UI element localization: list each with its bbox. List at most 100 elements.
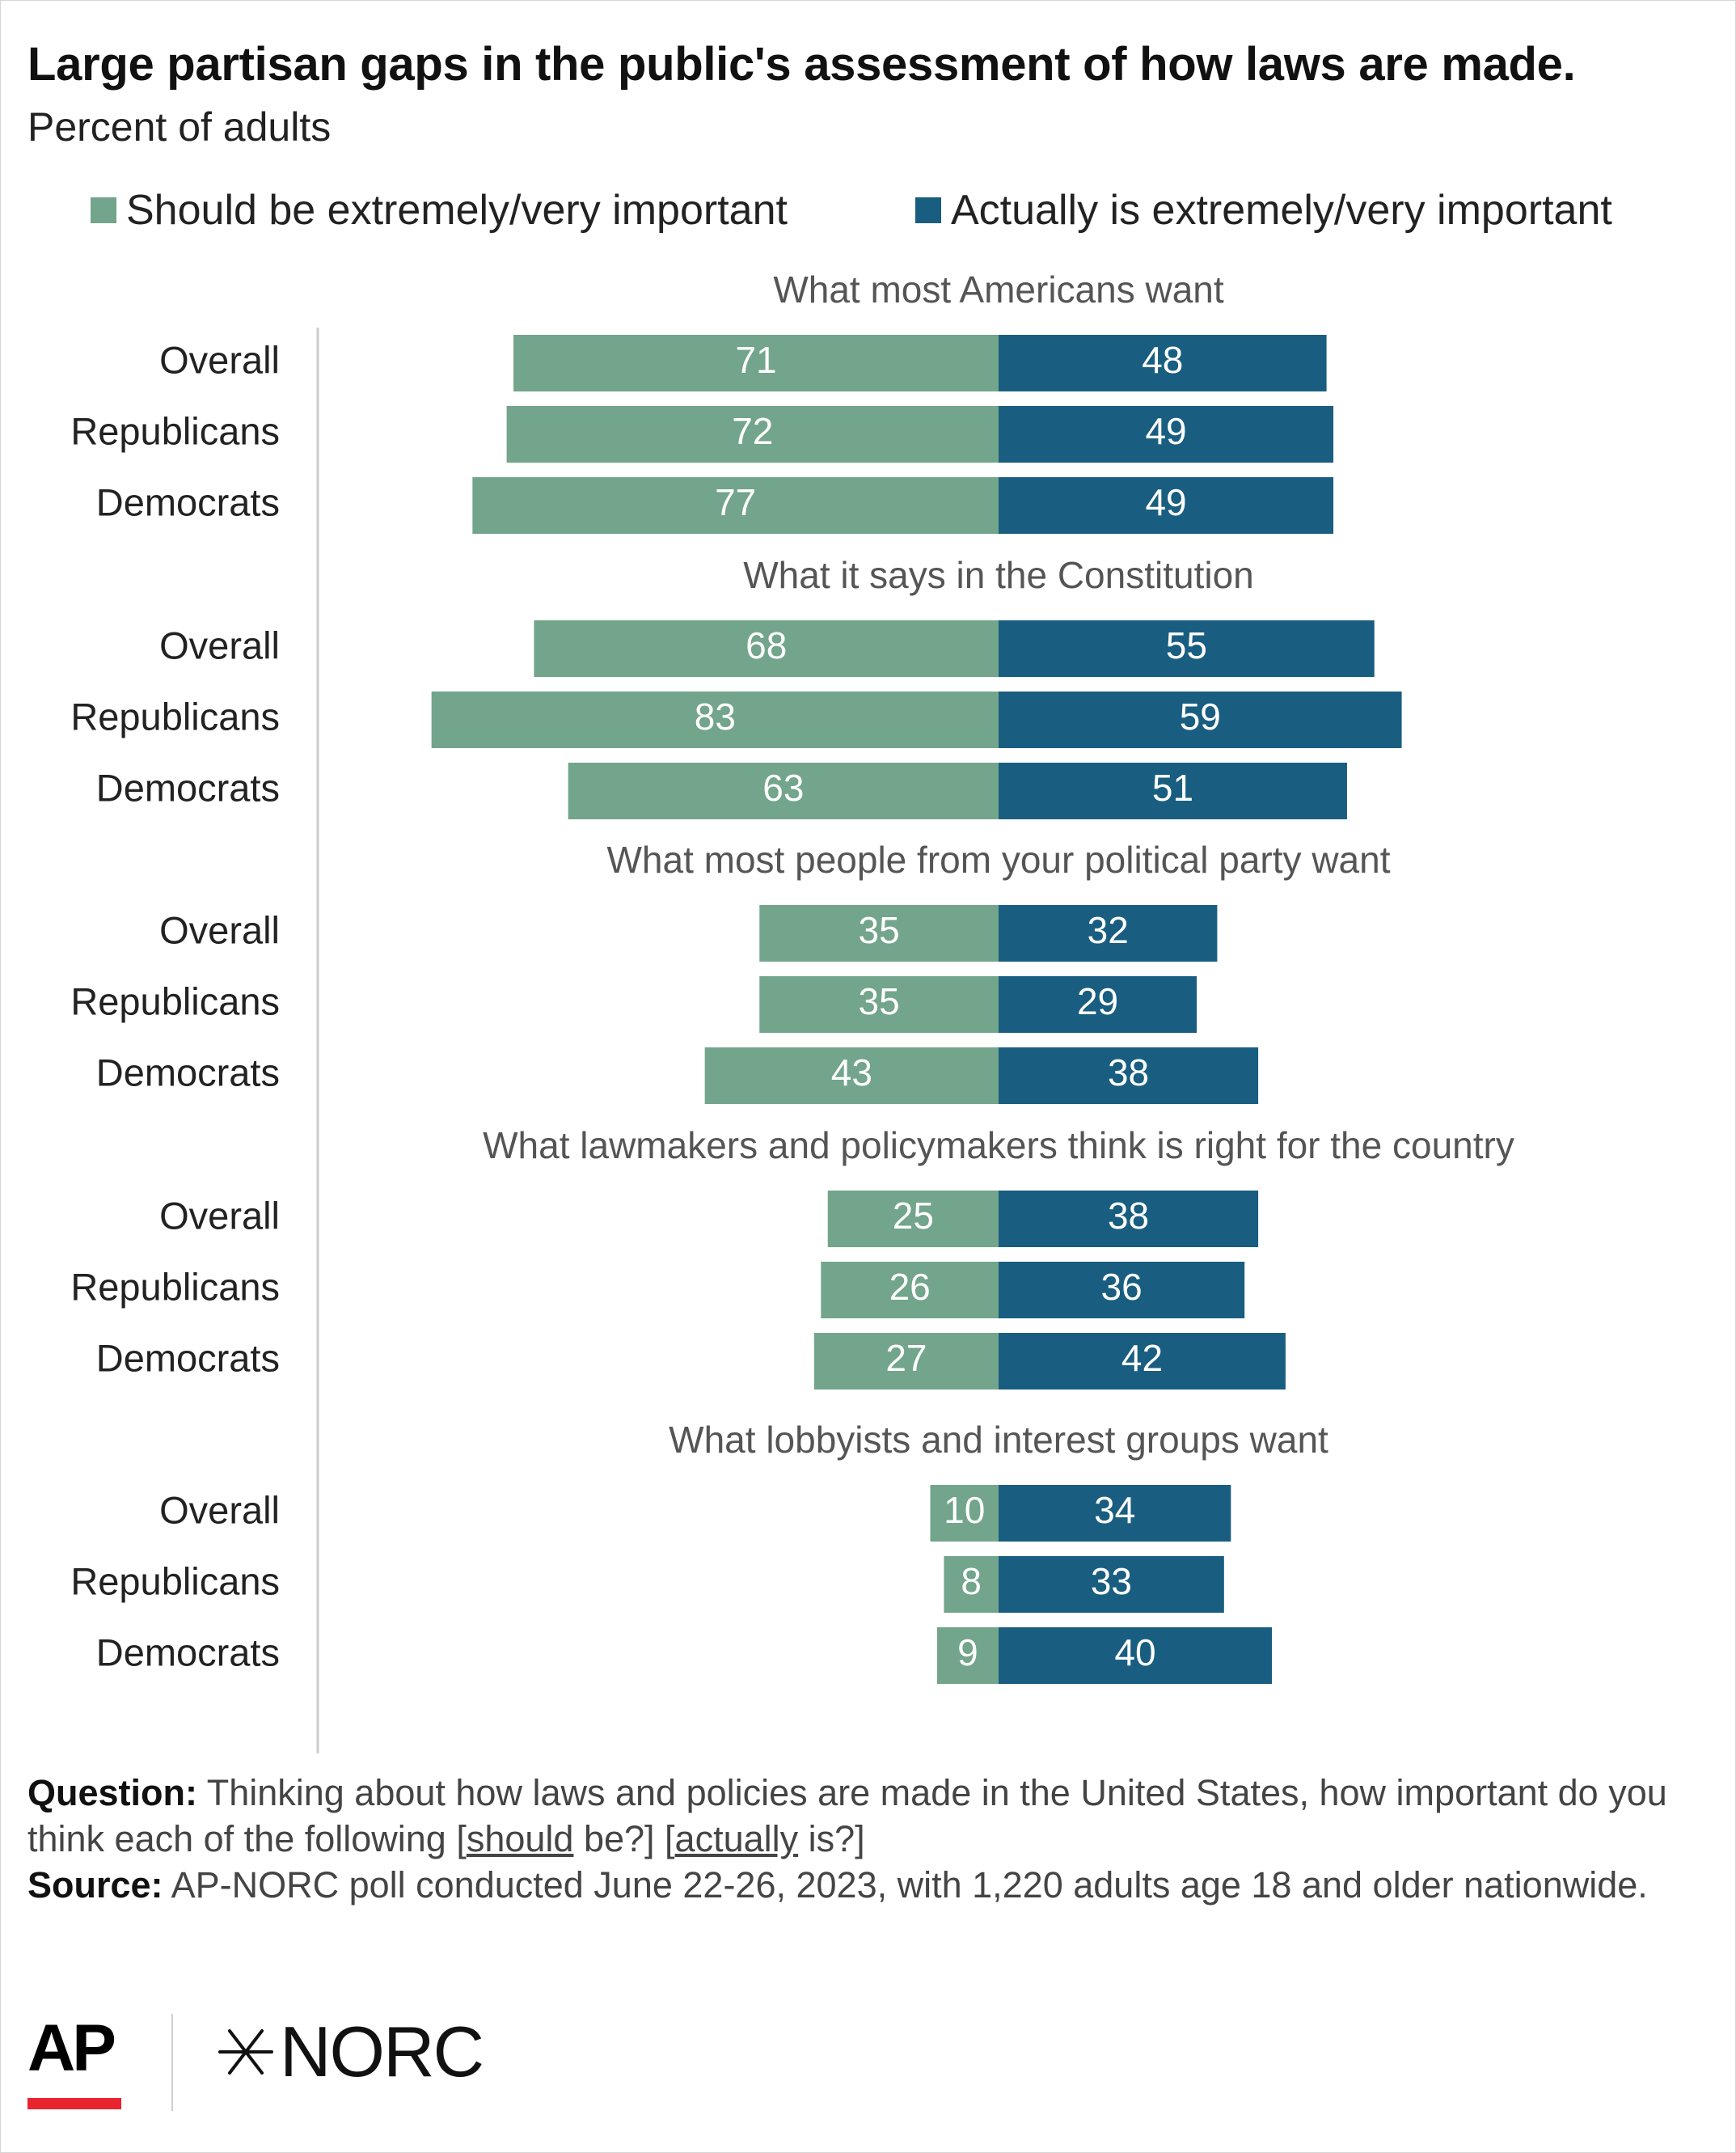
- data-label-actually: 33: [1091, 1560, 1132, 1602]
- bar-actually: [999, 620, 1375, 677]
- bar-actually: [999, 406, 1334, 463]
- question-text-3: is?]: [798, 1818, 865, 1859]
- bar-should: [534, 620, 999, 677]
- data-label-should: 25: [893, 1195, 934, 1237]
- bar-actually: [999, 1047, 1259, 1104]
- data-label-should: 71: [735, 339, 776, 381]
- bar-actually: [999, 692, 1402, 748]
- bar-should: [431, 692, 999, 748]
- norc-logo: NORC: [217, 2011, 484, 2093]
- bar-actually: [999, 1556, 1224, 1613]
- bar-actually: [999, 976, 1197, 1033]
- bar-actually: [999, 335, 1327, 391]
- row-category-label: Republicans: [70, 1559, 280, 1602]
- bar-actually: [999, 1262, 1245, 1318]
- data-label-actually: 36: [1101, 1266, 1143, 1308]
- bar-should: [944, 1556, 999, 1613]
- row-category-label: Republicans: [70, 979, 280, 1022]
- bar-should: [936, 1627, 999, 1684]
- row-category-label: Overall: [159, 624, 280, 666]
- legend-swatch-should: [91, 197, 116, 223]
- bar-actually: [999, 905, 1218, 962]
- question-note: Question: Thinking about how laws and po…: [27, 1770, 1709, 1862]
- bar-actually: [999, 1627, 1272, 1684]
- bar-should: [472, 477, 999, 534]
- group-label: What most people from your political par…: [607, 839, 1391, 881]
- data-label-should: 63: [762, 767, 804, 809]
- group-label: What most Americans want: [773, 269, 1224, 311]
- data-label-actually: 38: [1108, 1051, 1149, 1093]
- legend-label-should: Should be extremely/very important: [126, 187, 788, 234]
- norc-star-icon: [218, 2029, 273, 2075]
- group-label: What lawmakers and policymakers think is…: [483, 1124, 1514, 1166]
- ap-logo: AP: [27, 2011, 116, 2085]
- data-label-actually: 40: [1114, 1631, 1155, 1673]
- question-should: should: [466, 1818, 574, 1859]
- bar-should: [827, 1191, 999, 1247]
- row-category-label: Democrats: [96, 766, 280, 809]
- bar-should: [704, 1047, 999, 1104]
- row-category-label: Overall: [159, 1194, 280, 1237]
- data-label-actually: 55: [1166, 624, 1207, 666]
- row-category-label: Democrats: [96, 1631, 280, 1673]
- row-category-label: Overall: [159, 908, 280, 951]
- bar-should: [513, 335, 999, 391]
- row-category-label: Democrats: [96, 1336, 280, 1379]
- group-label: What it says in the Constitution: [743, 554, 1254, 596]
- chart-subtitle: Percent of adults: [27, 104, 332, 150]
- data-label-actually: 49: [1145, 481, 1186, 523]
- logo-divider: [171, 2014, 173, 2111]
- question-label: Question:: [27, 1772, 197, 1813]
- legend-label-actually: Actually is extremely/very important: [951, 187, 1612, 234]
- diverging-bar-chart: What most Americans want Overall 71 48 Repub…: [70, 269, 1514, 1753]
- data-label-actually: 51: [1152, 767, 1193, 809]
- bar-should: [759, 976, 999, 1033]
- data-label-actually: 32: [1088, 909, 1129, 951]
- data-label-should: 43: [831, 1051, 872, 1093]
- data-label-should: 10: [944, 1489, 985, 1531]
- bar-should: [930, 1485, 999, 1542]
- bar-should: [813, 1333, 999, 1390]
- bar-should: [759, 905, 999, 962]
- legend-item-should: Should be extremely/very important: [91, 186, 788, 235]
- row-category-label: Republicans: [70, 695, 280, 738]
- data-label-should: 35: [859, 909, 900, 951]
- legend-item-actually: Actually is extremely/very important: [915, 186, 1612, 235]
- source-text: AP-NORC poll conducted June 22-26, 2023,…: [171, 1864, 1648, 1906]
- data-label-should: 26: [889, 1266, 931, 1308]
- data-label-should: 27: [885, 1337, 927, 1379]
- bar-should: [506, 406, 999, 463]
- row-category-label: Democrats: [96, 480, 280, 523]
- data-label-actually: 34: [1094, 1489, 1135, 1531]
- bar-actually: [999, 477, 1334, 534]
- bar-actually: [999, 1485, 1231, 1542]
- data-label-should: 8: [961, 1560, 982, 1602]
- data-label-actually: 49: [1145, 410, 1186, 452]
- bar-should: [821, 1262, 999, 1318]
- data-label-should: 9: [957, 1631, 978, 1673]
- bar-should: [568, 763, 999, 819]
- bar-actually: [999, 1333, 1286, 1390]
- row-category-label: Democrats: [96, 1051, 280, 1093]
- row-category-label: Republicans: [70, 1265, 280, 1308]
- data-label-should: 83: [695, 696, 736, 738]
- data-label-should: 77: [715, 481, 756, 523]
- legend-swatch-actually: [915, 197, 941, 223]
- data-label-should: 68: [746, 624, 787, 666]
- data-label-actually: 42: [1121, 1337, 1163, 1379]
- question-text-2: be?] [: [573, 1818, 675, 1859]
- logo-bar: AP NORC: [0, 1982, 1736, 2151]
- question-text-1: Thinking about how laws and policies are…: [27, 1772, 1667, 1859]
- data-label-should: 72: [732, 410, 773, 452]
- data-label-actually: 48: [1142, 339, 1183, 381]
- row-category-label: Republicans: [70, 409, 280, 452]
- norc-logo-text: NORC: [280, 2011, 484, 2092]
- data-label-actually: 59: [1180, 696, 1221, 738]
- group-label: What lobbyists and interest groups want: [669, 1419, 1328, 1461]
- ap-logo-underline: [27, 2098, 121, 2109]
- question-actually: actually: [674, 1818, 799, 1859]
- source-label: Source:: [27, 1864, 163, 1906]
- data-label-actually: 29: [1077, 980, 1118, 1022]
- data-label-actually: 38: [1108, 1195, 1149, 1237]
- row-category-label: Overall: [159, 1488, 280, 1531]
